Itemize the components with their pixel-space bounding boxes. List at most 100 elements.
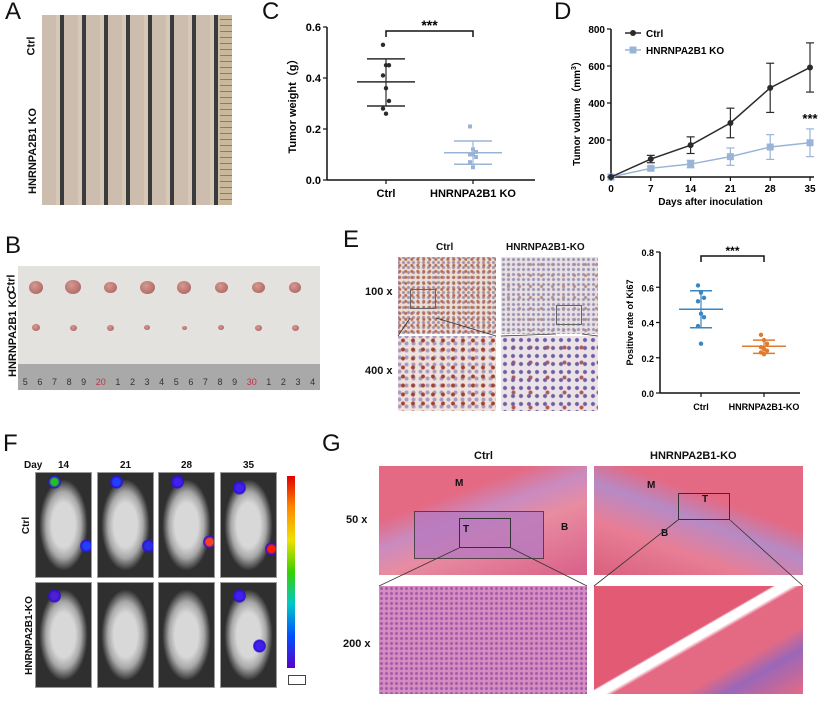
y-axis-label: Positive rate of Ki67	[625, 279, 635, 365]
x-tick-label: 14	[685, 184, 697, 195]
ruler-tick-label: 30	[246, 377, 257, 387]
y-tick-label: 800	[588, 25, 605, 36]
legend-label: HNRNPA2B1 KO	[646, 46, 724, 57]
data-point	[767, 84, 774, 91]
luminescence-signal	[253, 639, 266, 653]
data-point	[383, 111, 389, 116]
col-label-ko: HNRNPA2B1-KO	[506, 242, 585, 253]
luminescence-colorbar	[287, 476, 295, 668]
day-21: 21	[120, 460, 132, 471]
day-35: 35	[243, 460, 255, 471]
tumor-ko	[144, 325, 150, 331]
data-point	[380, 73, 386, 78]
col-label-ko: HNRNPA2B1-KO	[650, 450, 737, 462]
y-axis-label-close: ）	[570, 56, 583, 66]
region-label-t: T	[463, 524, 470, 535]
data-point	[701, 315, 707, 320]
y-axis-label-text: Tumor volume（mm	[570, 70, 583, 166]
luminescence-signal	[80, 539, 91, 553]
tumor-ctrl	[251, 281, 265, 294]
bli-ko-day-21	[97, 582, 154, 688]
ruler-tick-label: 5	[173, 377, 179, 387]
tumor-ko	[181, 325, 187, 330]
panel-label-e: E	[343, 226, 360, 253]
ruler: 5 6 7 8 9 20 1 2 3 4 5 6 7 8 9 30 1 2 3 4	[18, 364, 320, 390]
tumor-ctrl	[29, 281, 43, 294]
col-label-ctrl: Ctrl	[436, 242, 454, 253]
ihc-ko-100x	[501, 257, 598, 334]
panel-label-b: B	[5, 232, 22, 259]
y-tick-label: 0	[599, 173, 605, 184]
colorbar-legend-box	[288, 675, 306, 685]
luminescence-signal	[265, 542, 276, 556]
x-tick-label: 0	[608, 184, 614, 195]
tumor-ko	[69, 324, 77, 331]
data-point	[764, 348, 770, 353]
bli-ko-day-28	[158, 582, 215, 688]
data-point	[806, 139, 814, 147]
y-tick-label: 0.0	[641, 389, 654, 399]
col-label-ctrl: Ctrl	[474, 450, 493, 462]
y-tick-label: 0.2	[306, 124, 321, 136]
luminescence-signal	[233, 481, 246, 495]
data-point	[726, 153, 734, 161]
y-tick-label: 0.4	[641, 319, 654, 329]
data-point	[468, 124, 472, 129]
ruler-tick-label: 9	[232, 377, 238, 387]
row-label-200x: 200 x	[343, 638, 371, 650]
data-point	[468, 152, 472, 157]
significance-label: ***	[421, 17, 438, 33]
row-label-400x: 400 x	[365, 365, 393, 377]
luminescence-signal	[48, 589, 61, 603]
data-point	[386, 63, 392, 68]
ruler-tick-label: 2	[280, 377, 286, 387]
data-point	[695, 283, 701, 288]
panel-label-g: G	[322, 430, 341, 457]
tumor-ctrl	[177, 281, 191, 294]
x-tick-label: Ctrl	[377, 188, 396, 200]
region-label-m: M	[647, 480, 656, 491]
panel-label-d: D	[554, 0, 572, 25]
tumor-ko	[32, 324, 40, 332]
ruler-tick-label: 6	[188, 377, 194, 387]
data-point	[647, 164, 655, 172]
data-point	[647, 156, 654, 163]
legend-label: Ctrl	[646, 29, 663, 40]
significance-label: ***	[725, 244, 739, 258]
tumor-ctrl	[65, 280, 81, 295]
region-label-b: B	[561, 522, 569, 533]
data-point	[474, 149, 478, 154]
he-ctrl-50x: M T B	[379, 466, 587, 575]
data-point	[471, 165, 475, 170]
day-14: 14	[58, 460, 70, 471]
data-point	[386, 98, 392, 104]
y-tick-label: 0.6	[641, 283, 654, 293]
y-tick-label: 400	[588, 99, 605, 110]
he-ko-50x: M T B	[594, 466, 803, 575]
luminescence-signal	[142, 539, 153, 553]
data-point	[687, 142, 694, 149]
ruler-tick-label: 7	[202, 377, 208, 387]
y-tick-label: 200	[588, 136, 605, 147]
y-tick-label: 0.0	[306, 175, 321, 187]
ruler-tick-label: 7	[51, 377, 57, 387]
ruler-tick-label: 4	[159, 377, 165, 387]
region-label-m: M	[455, 478, 464, 489]
tumor-ctrl	[214, 281, 228, 294]
he-ko-200x	[594, 586, 803, 694]
luminescence-signal	[203, 535, 214, 549]
bli-ctrl-day-28	[158, 472, 215, 578]
ruler-tick-label: 8	[66, 377, 72, 387]
bli-ko-day-14	[35, 582, 92, 688]
legend-marker	[630, 30, 636, 36]
x-tick-label: Ctrl	[693, 402, 709, 412]
ruler-tick-label: 1	[115, 377, 121, 387]
data-point	[687, 160, 695, 168]
y-tick-label: 0.4	[306, 73, 322, 85]
tumor-ko	[106, 324, 114, 331]
x-tick-label: 28	[765, 184, 777, 195]
significance-bracket	[385, 30, 474, 37]
significance-bracket	[700, 255, 765, 262]
he-ctrl-200x	[379, 586, 587, 694]
